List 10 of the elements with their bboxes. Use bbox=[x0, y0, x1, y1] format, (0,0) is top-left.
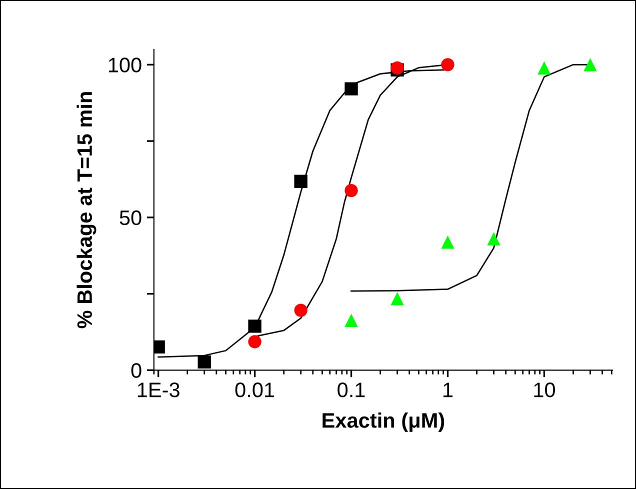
x-tick-label: 1E-3 bbox=[138, 382, 180, 398]
y-tick-label: 50 bbox=[120, 210, 142, 226]
y-tick-label: 100 bbox=[108, 58, 142, 72]
y-axis-title: % Blockage at T=15 min bbox=[76, 92, 96, 328]
x-tick-label: 1 bbox=[444, 382, 453, 398]
x-tick-label: 0.01 bbox=[235, 382, 274, 398]
x-tick-label: 10 bbox=[534, 382, 555, 398]
y-tick-label: 0 bbox=[131, 363, 142, 378]
x-axis-title: Exactin (μM) bbox=[322, 412, 444, 432]
x-tick-label: 0.1 bbox=[338, 382, 365, 398]
